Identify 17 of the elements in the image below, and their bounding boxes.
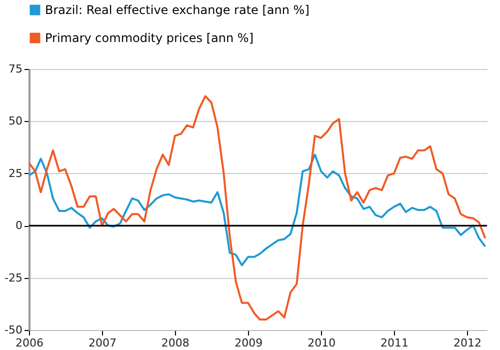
y-tick-label: 25	[8, 166, 22, 180]
x-tick-label: 2007	[88, 336, 116, 350]
x-tick-label: 2010	[308, 336, 336, 350]
y-tick-label: -50	[4, 324, 22, 336]
line-series	[28, 95, 486, 321]
x-tick-label: 2008	[161, 336, 190, 350]
y-tick-label: -25	[4, 271, 22, 284]
x-tick-label: 2011	[380, 336, 409, 350]
line-series	[28, 154, 486, 266]
legend-label: Primary commodity prices [ann %]	[45, 31, 254, 45]
x-tick-label: 2009	[234, 336, 263, 350]
x-tick-label: 2006	[16, 336, 44, 350]
y-tick-label: 75	[8, 62, 22, 76]
y-tick-label: 50	[8, 114, 22, 128]
y-tick-label: 0	[16, 219, 22, 232]
legend-label: Brazil: Real effective exchange rate [ann %]	[45, 3, 310, 17]
x-tick-label: 2012	[454, 336, 482, 350]
